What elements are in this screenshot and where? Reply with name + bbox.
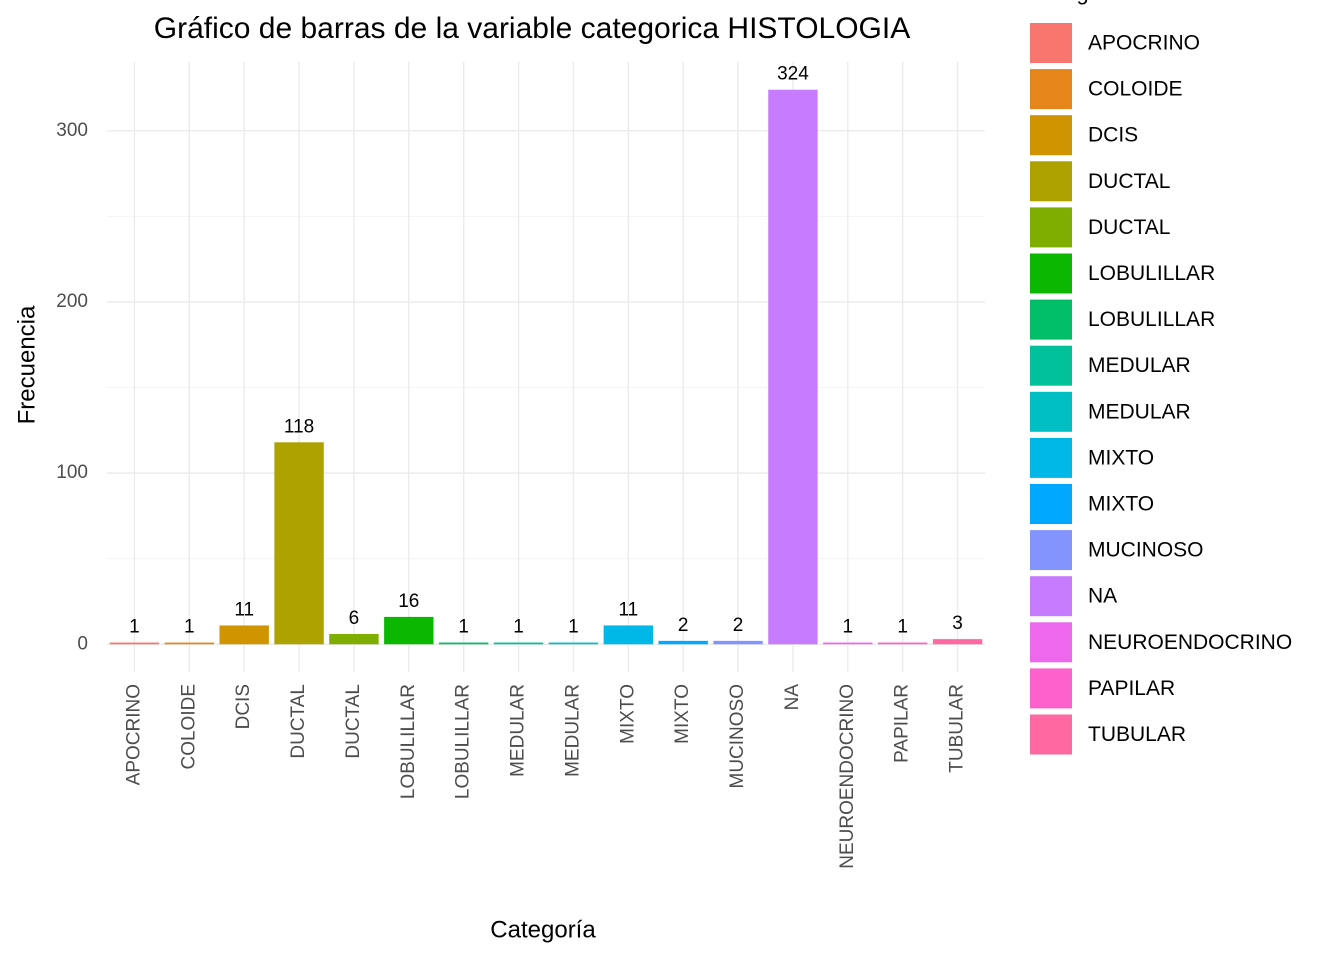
x-tick-label: MIXTO	[672, 684, 693, 744]
legend-key	[1030, 23, 1072, 63]
bar	[329, 634, 379, 645]
legend-label: TUBULAR	[1088, 723, 1186, 746]
x-axis-title: Categoría	[490, 916, 596, 943]
legend-label: LOBULILLAR	[1088, 262, 1215, 285]
x-tick-label: MEDULAR	[508, 684, 529, 777]
data-label: 2	[678, 615, 689, 636]
x-tick-label: LOBULILLAR	[398, 684, 419, 799]
bar	[274, 442, 324, 645]
bar	[164, 642, 215, 645]
legend-key	[1030, 161, 1072, 202]
y-tick-label: 300	[56, 120, 88, 141]
data-label: 11	[234, 599, 254, 620]
x-tick-label: DUCTAL	[288, 684, 309, 759]
data-label: 3	[952, 613, 963, 634]
x-tick-label: COLOIDE	[178, 684, 199, 770]
bar	[603, 625, 654, 645]
legend-label: LOBULILLAR	[1088, 308, 1215, 331]
data-label: 11	[618, 599, 638, 620]
legend-key	[1030, 253, 1072, 294]
data-label: 2	[733, 615, 744, 636]
x-tick-label: TUBULAR	[947, 684, 968, 773]
data-label: 6	[349, 608, 360, 629]
legend-key	[1030, 437, 1072, 478]
data-label: 16	[398, 591, 419, 612]
bar	[658, 640, 708, 645]
data-label: 1	[129, 617, 140, 638]
x-tick-label: MUCINOSO	[727, 684, 748, 789]
legend-key	[1030, 714, 1072, 755]
legend-key	[1030, 530, 1072, 571]
legend-title: Categoría	[1030, 0, 1127, 5]
legend-key	[1030, 576, 1072, 617]
chart-title: Gráfico de barras de la variable categor…	[154, 12, 910, 45]
legend-label: NA	[1088, 585, 1117, 608]
y-tick-label: 100	[56, 462, 88, 483]
data-label: 1	[513, 617, 524, 638]
legend-key	[1030, 668, 1072, 709]
legend-label: MEDULAR	[1088, 354, 1191, 377]
data-label: 1	[843, 617, 854, 638]
y-tick-label: 0	[77, 633, 88, 654]
legend-key	[1030, 345, 1072, 386]
data-label: 1	[184, 617, 195, 638]
bar	[493, 642, 544, 645]
y-axis-title: Frecuencia	[13, 305, 40, 424]
bar	[219, 625, 269, 645]
legend-label: MIXTO	[1088, 493, 1154, 516]
x-tick-label: DCIS	[233, 684, 254, 729]
legend-key	[1030, 69, 1072, 110]
legend-label: PAPILAR	[1088, 677, 1175, 700]
y-tick-label: 200	[56, 291, 88, 312]
bar	[713, 640, 763, 645]
x-tick-label: DUCTAL	[343, 684, 364, 759]
legend-key	[1030, 115, 1072, 156]
bar	[548, 642, 599, 645]
legend-label: APOCRINO	[1088, 32, 1200, 55]
bar	[768, 89, 818, 645]
bar	[932, 639, 983, 645]
x-tick-label: NA	[782, 684, 803, 711]
data-label: 324	[777, 64, 809, 85]
legend-key	[1030, 484, 1072, 524]
bar	[877, 642, 928, 645]
data-label: 1	[897, 617, 908, 638]
x-tick-label: MIXTO	[617, 684, 638, 744]
legend-key	[1030, 391, 1072, 432]
x-tick-label: MEDULAR	[562, 684, 583, 777]
bar	[823, 642, 873, 645]
data-label: 1	[568, 617, 579, 638]
x-tick-label: APOCRINO	[123, 684, 144, 785]
data-label: 1	[458, 617, 469, 638]
legend-label: COLOIDE	[1088, 78, 1183, 101]
legend-key	[1030, 299, 1072, 340]
bar	[438, 642, 489, 645]
legend-label: MEDULAR	[1088, 400, 1191, 423]
legend-key	[1030, 207, 1072, 248]
data-label: 118	[284, 416, 314, 437]
x-tick-label: NEUROENDOCRINO	[837, 684, 858, 869]
legend-label: DUCTAL	[1088, 216, 1170, 239]
legend-label: MIXTO	[1088, 446, 1154, 469]
legend-label: MUCINOSO	[1088, 539, 1204, 562]
legend-label: DUCTAL	[1088, 170, 1170, 193]
x-tick-label: PAPILAR	[892, 684, 913, 763]
legend-label: NEUROENDOCRINO	[1088, 631, 1292, 654]
legend-label: DCIS	[1088, 124, 1138, 147]
bar	[109, 642, 160, 645]
legend-key	[1030, 622, 1072, 663]
x-tick-label: LOBULILLAR	[453, 684, 474, 799]
bar	[384, 616, 434, 645]
